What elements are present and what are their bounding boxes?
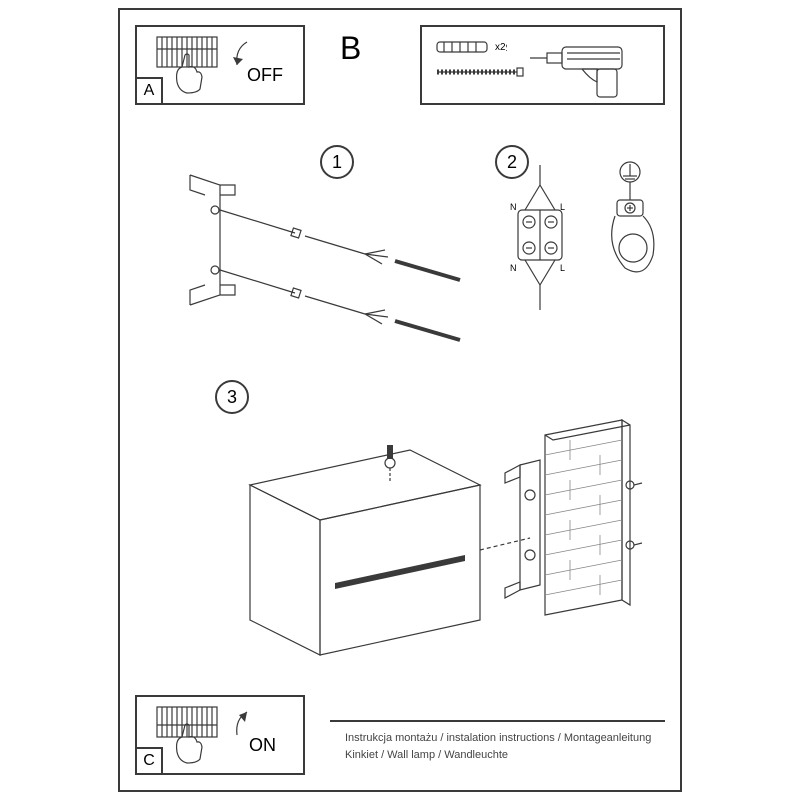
terminal-n-top: N xyxy=(510,202,517,212)
panel-b-tools: x2 x2 xyxy=(420,25,665,105)
footer-line-1: Instrukcja montażu / instalation instruc… xyxy=(345,730,665,747)
panel-b-letter: B xyxy=(340,30,361,67)
terminal-l-top: L xyxy=(560,202,565,212)
footer-text: Instrukcja montażu / instalation instruc… xyxy=(345,730,665,763)
panel-a-letter: A xyxy=(135,77,163,105)
footer-divider xyxy=(330,720,665,722)
panel-c: ON C xyxy=(135,695,305,775)
screw-icon xyxy=(437,68,523,76)
lamp-body xyxy=(250,445,480,655)
drill-icon xyxy=(530,47,622,97)
wall-panel xyxy=(545,420,630,615)
panel-c-letter: C xyxy=(135,747,163,775)
wall-plug-icon xyxy=(437,42,487,52)
footer-line-2: Kinkiet / Wall lamp / Wandleuchte xyxy=(345,747,665,764)
panel-a-state: OFF xyxy=(247,65,283,86)
panel-c-state: ON xyxy=(249,735,276,756)
terminal-l-bot: L xyxy=(560,263,565,273)
panel-a: OFF A xyxy=(135,25,305,105)
instruction-sheet: OFF A B x2 xyxy=(118,8,682,792)
wall-plug-qty-label: x2 xyxy=(495,42,506,53)
terminal-n-bot: N xyxy=(510,263,517,273)
wall-bracket xyxy=(505,460,540,598)
step-2-ground-clip xyxy=(595,160,665,290)
step-1-diagram xyxy=(160,165,480,335)
step-3-diagram xyxy=(210,405,630,665)
step-2-terminal-block xyxy=(490,165,590,315)
